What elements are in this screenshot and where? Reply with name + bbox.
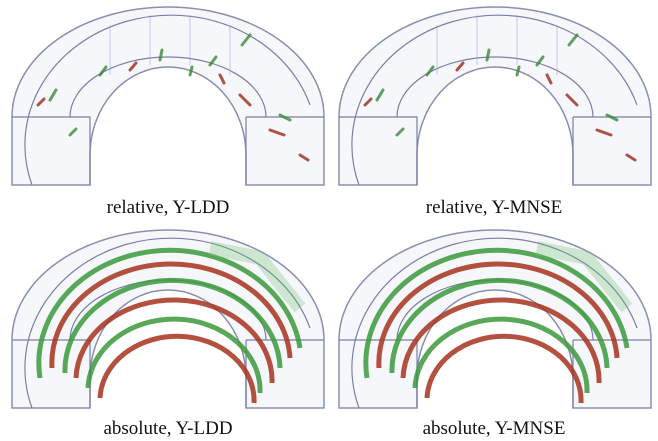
caption: relative, Y-MNSE xyxy=(426,197,563,218)
figure-page: relative, Y-LDD relative, Y-MNSE absolut… xyxy=(0,0,658,441)
figure: relative, Y-LDD relative, Y-MNSE absolut… xyxy=(0,0,658,441)
caption: absolute, Y-MNSE xyxy=(423,418,566,439)
caption: absolute, Y-LDD xyxy=(103,418,232,439)
caption: relative, Y-LDD xyxy=(107,197,230,218)
